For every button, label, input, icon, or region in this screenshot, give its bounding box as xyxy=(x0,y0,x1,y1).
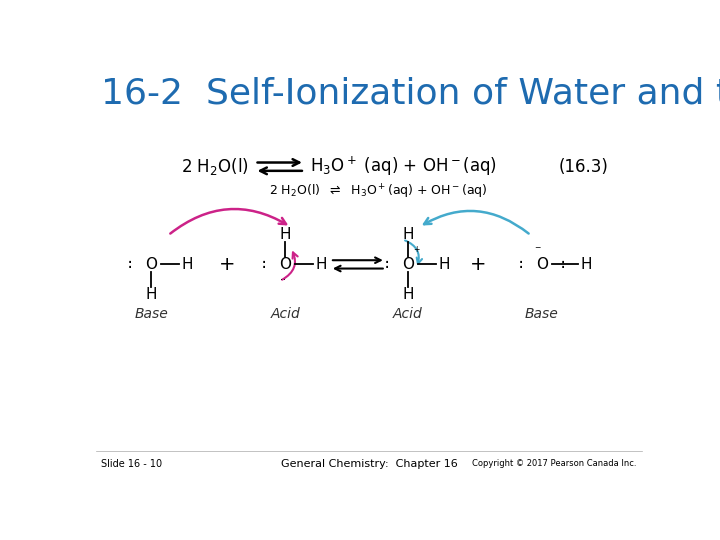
Text: General Chemistry:  Chapter 16: General Chemistry: Chapter 16 xyxy=(281,459,457,469)
Text: H: H xyxy=(316,257,328,272)
Text: H: H xyxy=(402,287,414,302)
Text: :: : xyxy=(382,258,391,272)
Text: :: : xyxy=(126,258,135,272)
Text: ..: .. xyxy=(280,272,286,282)
Text: +: + xyxy=(218,255,235,274)
Text: Acid: Acid xyxy=(271,307,300,321)
Text: :: : xyxy=(516,258,525,272)
FancyArrowPatch shape xyxy=(424,211,528,233)
Text: H: H xyxy=(581,257,593,272)
Text: 16-2  Self-Ionization of Water and the pH Scale: 16-2 Self-Ionization of Water and the pH… xyxy=(101,77,720,111)
Text: O: O xyxy=(279,257,292,272)
Text: H: H xyxy=(402,227,414,242)
Text: Base: Base xyxy=(525,307,559,321)
Text: 2 H$_2$O(l): 2 H$_2$O(l) xyxy=(181,156,249,177)
Text: H: H xyxy=(182,257,194,272)
Text: Copyright © 2017 Pearson Canada Inc.: Copyright © 2017 Pearson Canada Inc. xyxy=(472,460,637,469)
Text: :: : xyxy=(260,258,269,272)
Text: O: O xyxy=(145,257,158,272)
Text: :: : xyxy=(559,258,567,272)
Text: H: H xyxy=(279,227,291,242)
Text: H: H xyxy=(438,257,450,272)
Text: 2 H$_2$O(l)  $\rightleftharpoons$  H$_3$O$^+$(aq) + OH$^-$(aq): 2 H$_2$O(l) $\rightleftharpoons$ H$_3$O$… xyxy=(269,183,487,201)
Text: H$_3$O$^+$ (aq) + OH$^-$(aq): H$_3$O$^+$ (aq) + OH$^-$(aq) xyxy=(310,155,498,178)
FancyArrowPatch shape xyxy=(171,209,286,234)
Text: Slide 16 - 10: Slide 16 - 10 xyxy=(101,459,162,469)
Text: $^-$: $^-$ xyxy=(533,245,542,255)
Text: H: H xyxy=(145,287,157,302)
Text: O: O xyxy=(402,257,414,272)
FancyArrowPatch shape xyxy=(282,252,297,280)
Text: Base: Base xyxy=(135,307,168,321)
Text: $^+$: $^+$ xyxy=(413,245,422,255)
Text: (16.3): (16.3) xyxy=(559,158,609,176)
Text: +: + xyxy=(469,255,486,274)
Text: Acid: Acid xyxy=(393,307,423,321)
FancyArrowPatch shape xyxy=(405,240,422,264)
Text: O: O xyxy=(536,257,548,272)
